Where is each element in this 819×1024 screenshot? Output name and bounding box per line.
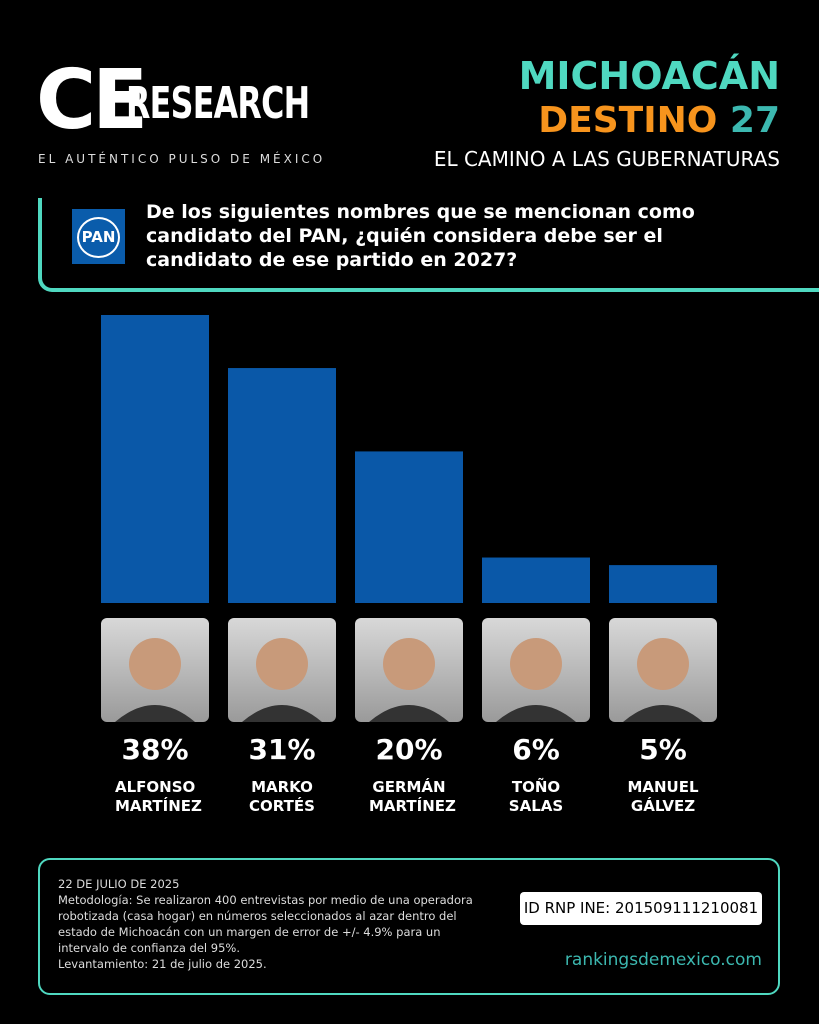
photo-face	[129, 638, 181, 690]
value-label: 31%	[248, 733, 316, 766]
candidate-name: ALFONSO MARTÍNEZ	[115, 778, 202, 815]
photo-body	[623, 705, 703, 722]
photo-face	[510, 638, 562, 690]
question: De los siguientes nombres que se mencion…	[146, 201, 695, 271]
bar	[101, 315, 209, 603]
bar	[609, 565, 717, 603]
photo-body	[242, 705, 322, 722]
footer-frame	[38, 858, 780, 995]
photo-face	[256, 638, 308, 690]
state-title: MICHOACÁN	[518, 54, 780, 98]
question-frame	[38, 198, 819, 292]
fieldwork: Levantamiento: 21 de julio de 2025.	[58, 957, 267, 971]
destino-line: DESTINO 27	[538, 100, 780, 141]
tagline: EL AUTÉNTICO PULSO DE MÉXICO	[38, 152, 326, 166]
bar	[482, 557, 590, 603]
photo-body	[496, 705, 576, 722]
value-label: 5%	[639, 733, 687, 766]
candidate-name: GERMÁN MARTÍNEZ	[369, 778, 456, 815]
bar	[355, 451, 463, 603]
photo-body	[369, 705, 449, 722]
methodology: Metodología: Se realizaron 400 entrevist…	[58, 893, 473, 955]
chart	[101, 315, 717, 722]
rnp-id: ID RNP INE: 201509111210081	[520, 892, 762, 925]
candidate-name: MARKO CORTÉS	[249, 778, 315, 815]
subtitle: EL CAMINO A LAS GUBERNATURAS	[433, 147, 780, 171]
candidate-name: TOÑO SALAS	[508, 778, 564, 815]
photo-body	[115, 705, 195, 722]
date: 22 DE JULIO DE 2025	[58, 877, 180, 891]
footer-notes: 22 DE JULIO DE 2025 Metodología: Se real…	[58, 876, 478, 972]
photo-face	[383, 638, 435, 690]
value-label: 38%	[121, 733, 189, 766]
party-logo-text: PAN	[77, 217, 120, 258]
party-logo: PAN	[72, 209, 125, 264]
bar	[228, 368, 336, 603]
value-label: 6%	[512, 733, 560, 766]
candidate-name: MANUEL GÁLVEZ	[627, 778, 699, 815]
brand-research: RESEARCH	[126, 78, 310, 129]
value-label: 20%	[375, 733, 443, 766]
brand-ce: CE	[36, 53, 148, 148]
destino: DESTINO	[538, 100, 718, 141]
photo-face	[637, 638, 689, 690]
year: 27	[729, 100, 780, 141]
website: rankingsdemexico.com	[564, 950, 762, 970]
